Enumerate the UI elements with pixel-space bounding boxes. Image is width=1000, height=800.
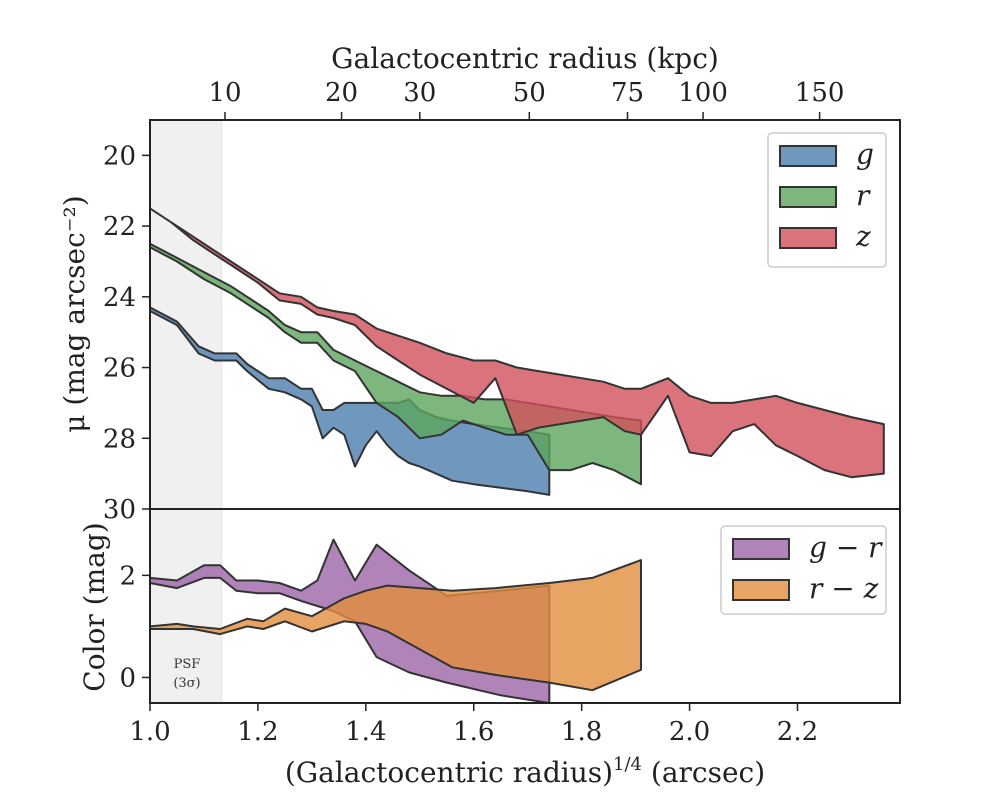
x-tick-label: 2.2 (777, 717, 818, 747)
top-x-tick-label: 10 (208, 78, 241, 108)
color-areas (150, 538, 642, 703)
psf-label-line1: PSF (174, 657, 201, 672)
y-tick-label: 22 (103, 212, 136, 242)
legend-label: r − z (809, 572, 879, 605)
legend-label: z (855, 220, 871, 253)
legend-label: g (856, 138, 874, 171)
bottom-panel-frame (149, 508, 901, 704)
x-tick-label: 1.2 (237, 717, 278, 747)
band-z (150, 207, 885, 479)
top-x-tick-label: 75 (611, 78, 644, 108)
top-x-tick-label: 20 (325, 78, 358, 108)
bottom-panel-y-axis-label: Color (mag) (78, 522, 111, 691)
top-x-tick-label: 100 (678, 78, 728, 108)
legend-swatch (779, 186, 837, 208)
x-tick-label: 1.4 (345, 717, 386, 747)
surface-brightness-areas (150, 207, 885, 496)
panel-frames (149, 119, 901, 704)
axis-ticks: 1.0 1.2 1.4 1.6 1.8 2.0 2.210 20 30 50 75 100 150202… (103, 78, 845, 747)
x-axis-label-sup: 1/4 (613, 754, 642, 775)
band-g (150, 306, 551, 496)
y-tick-label: 0 (119, 663, 136, 693)
x-tick-label: 1.0 (129, 717, 170, 747)
band-rz (150, 559, 642, 692)
y-tick-label: 28 (103, 424, 136, 454)
y-tick-label: 26 (103, 354, 136, 384)
x-axis-label-main: (Galactocentric radius) (285, 756, 613, 789)
x-tick-label: 2.0 (669, 717, 710, 747)
x-axis-label-unit: (arcsec) (642, 756, 765, 789)
x-tick-label: 1.8 (561, 717, 602, 747)
top-x-tick-label: 30 (403, 78, 436, 108)
top-x-tick-label: 50 (513, 78, 546, 108)
legend-swatch (732, 579, 790, 601)
bottom-x-axis-label: (Galactocentric radius)1/4 (arcsec) (285, 754, 765, 789)
legend-label: g − r (809, 531, 883, 564)
y-tick-label: 20 (103, 141, 136, 171)
y-tick-label: 30 (103, 495, 136, 525)
x-tick-label: 1.6 (453, 717, 494, 747)
legend-label: r (856, 179, 871, 212)
legend-swatch (732, 538, 790, 560)
y-tick-label: 2 (119, 561, 136, 591)
legends: grz g − r r − z (720, 132, 887, 615)
top-x-tick-label: 150 (795, 78, 845, 108)
top-panel-y-axis-label: μ (mag arcsec⁻²) (58, 195, 91, 432)
legend-swatch (779, 227, 837, 249)
psf-label-line2: (3σ) (173, 676, 200, 691)
top-x-axis-label: Galactocentric radius (kpc) (331, 42, 719, 75)
y-tick-label: 24 (103, 283, 136, 313)
psf-region (150, 120, 223, 703)
psf-shade (150, 120, 222, 703)
legend-swatch (779, 145, 837, 167)
